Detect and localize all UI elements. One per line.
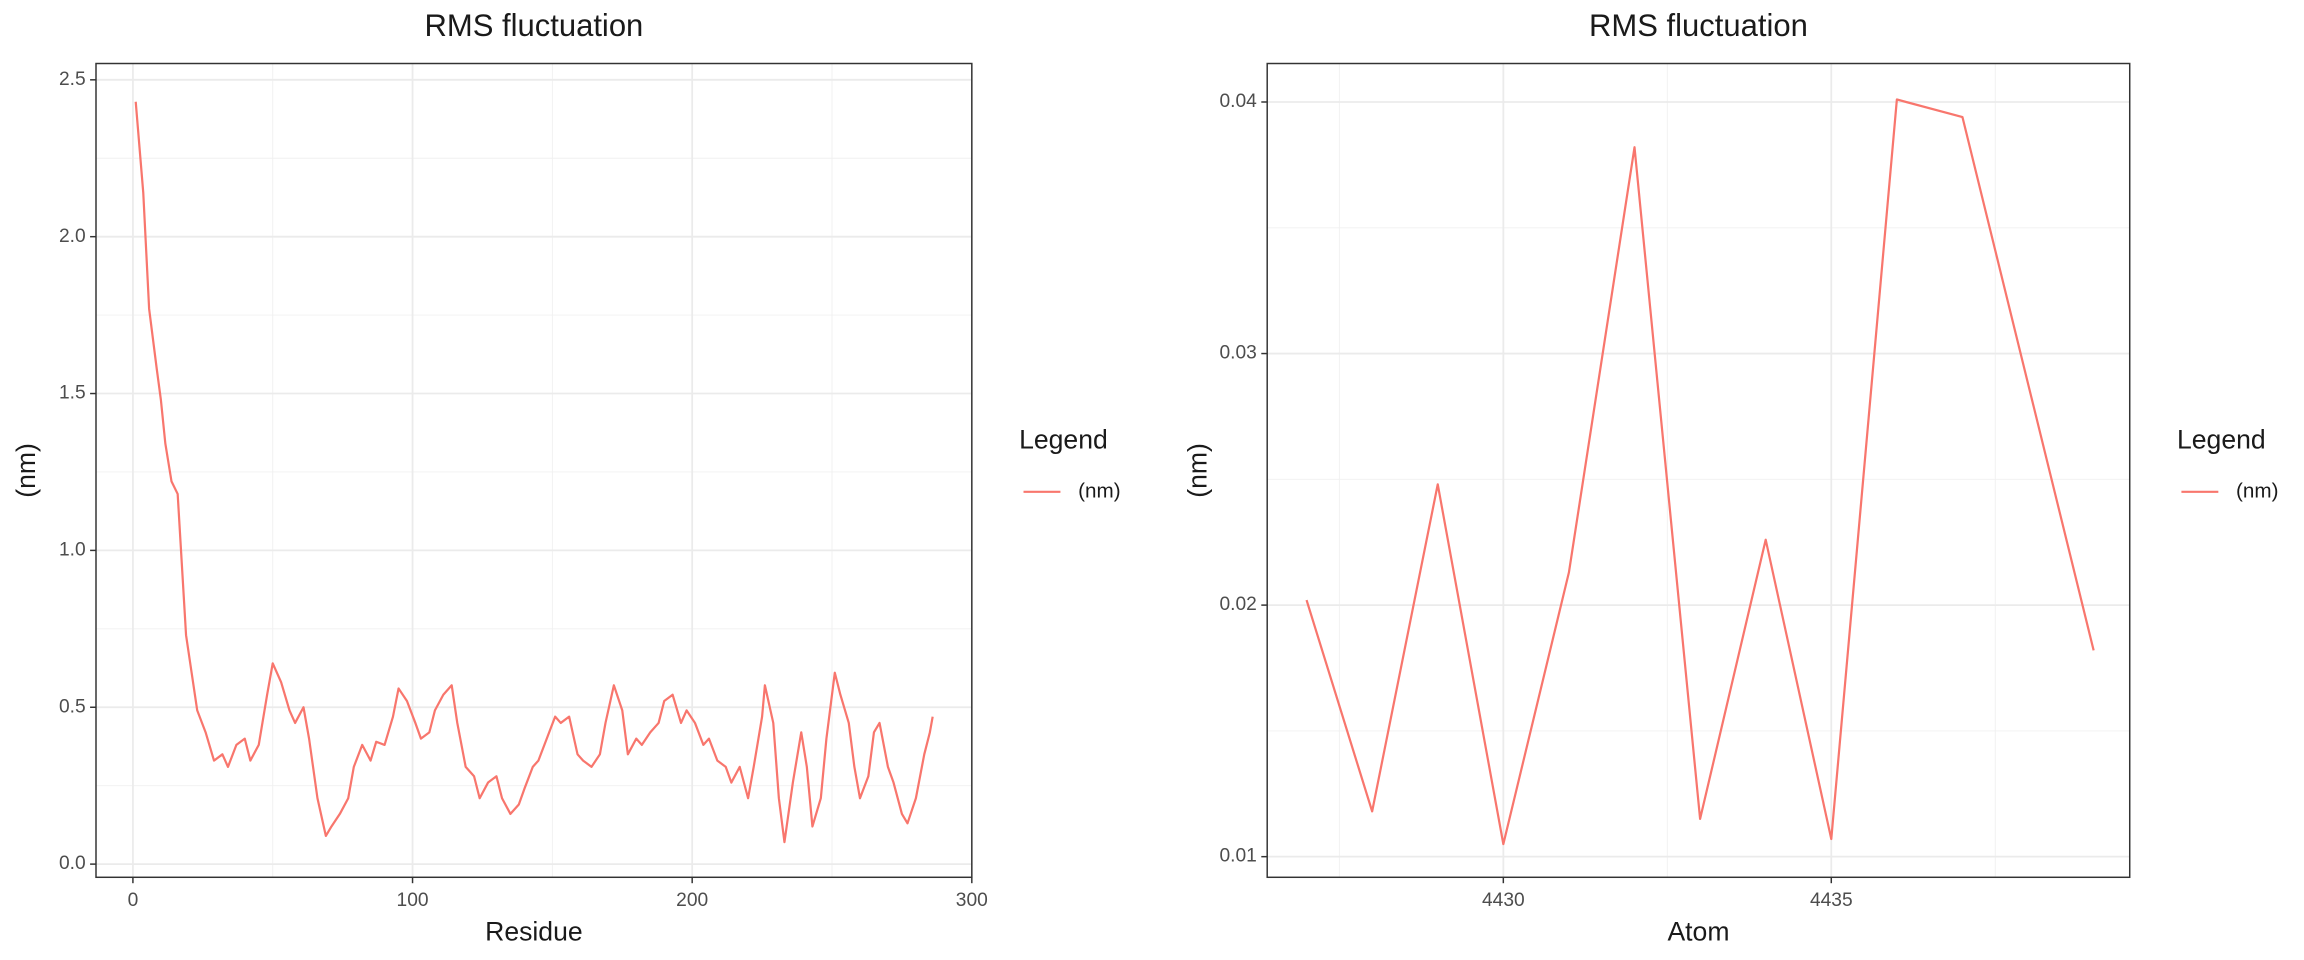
x-tick-label: 300 [956,890,988,911]
y-tick-label: 0.5 [59,696,86,717]
panel-background [1267,63,2130,878]
y-tick-label: 0.0 [59,853,86,874]
y-tick-label: 1.0 [59,539,86,560]
x-tick-label: 4435 [1810,890,1853,911]
chart-title: RMS fluctuation [1589,8,1808,43]
y-tick-label: 2.5 [59,69,86,90]
y-axis-label: (nm) [11,443,41,498]
panel-border [1266,62,2131,879]
y-axis-label: (nm) [1182,443,1212,498]
y-tick-label: 1.5 [59,383,86,404]
legend-title: Legend [2177,425,2266,455]
legend-label: (nm) [1078,479,1120,502]
y-tick-label: 0.03 [1220,343,1257,364]
x-tick-label: 4430 [1482,890,1525,911]
y-tick-label: 0.01 [1220,846,1257,867]
x-axis-label: Residue [485,916,583,946]
x-tick-label: 100 [397,890,429,911]
panel-border [95,62,973,879]
x-tick-label: 200 [676,890,708,911]
x-axis-label: Atom [1667,916,1729,946]
legend-title: Legend [1019,425,1108,455]
y-tick-label: 2.0 [59,226,86,247]
data-line [1305,98,2095,846]
legend-label: (nm) [2236,479,2278,502]
panel-background [96,63,972,878]
y-tick-label: 0.02 [1220,594,1257,615]
y-tick-label: 0.04 [1220,91,1258,112]
data-line [134,101,934,844]
x-tick-label: 0 [128,890,139,911]
chart-title: RMS fluctuation [424,8,643,43]
